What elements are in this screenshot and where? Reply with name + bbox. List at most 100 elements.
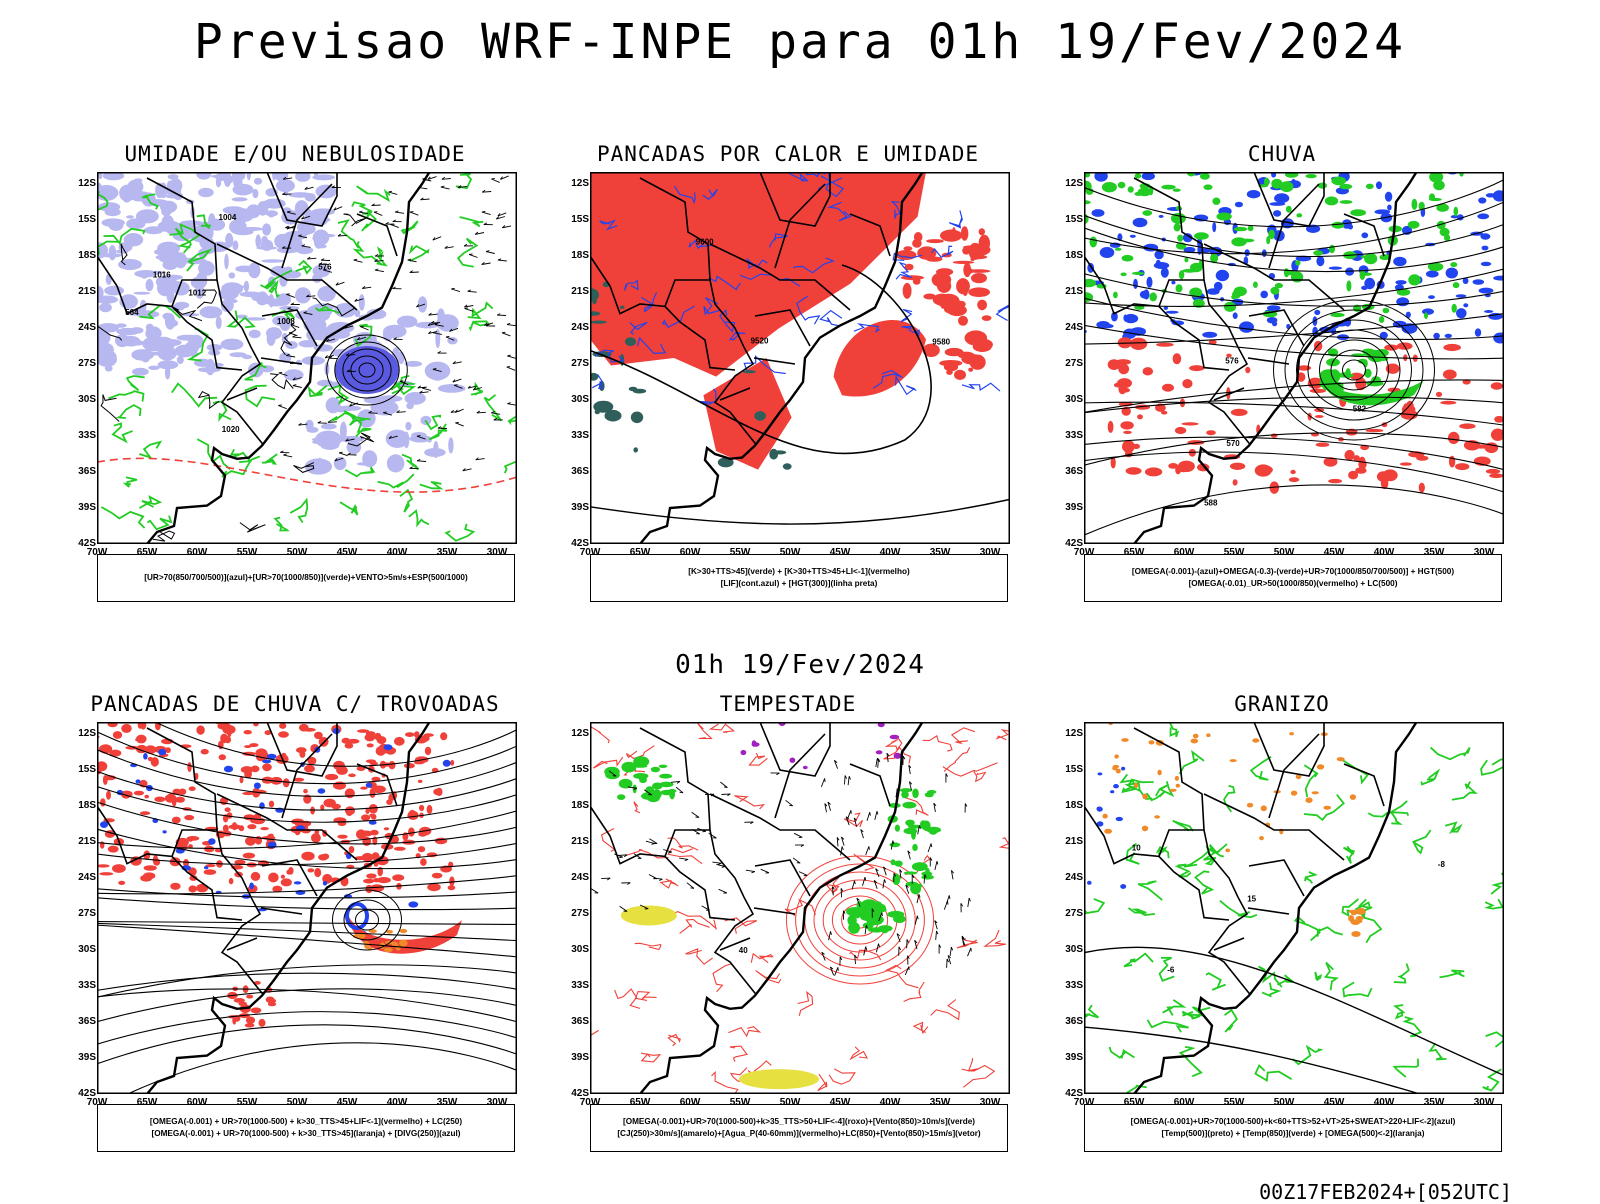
panel-title: TEMPESTADE (563, 692, 1013, 716)
lon-tick-label: 50W (280, 547, 314, 558)
lon-tick-label: 50W (773, 1097, 807, 1108)
lon-tick-label: 50W (1267, 547, 1301, 558)
lon-tick-label: 35W (1417, 1097, 1451, 1108)
lat-tick-label: 30S (561, 944, 589, 955)
legend-line: [Temp(500)](preto) + [Temp(850)](verde) … (1162, 1128, 1425, 1140)
lat-tick-label: 24S (1055, 872, 1083, 883)
contour-label: 15 (1247, 895, 1256, 904)
contour-label: 1016 (153, 270, 171, 279)
lon-tick-label: 55W (723, 1097, 757, 1108)
lat-tick-label: 24S (561, 322, 589, 333)
state-border (1254, 722, 1324, 776)
lat-tick-label: 27S (561, 358, 589, 369)
lon-tick-label: 65W (130, 1097, 164, 1108)
panel-title: UMIDADE E/OU NEBULOSIDADE (70, 142, 520, 166)
contour-label: 9600 (696, 238, 714, 247)
legend-box: [UR>70(850/700/500)](azul)+[UR>70(1000/8… (97, 554, 515, 602)
state-border (217, 830, 263, 994)
lon-tick-label: 70W (80, 1097, 114, 1108)
panel-tempestade: TEMPESTADE 40 [OMEGA(-0.001)+UR>70(1000-… (493, 692, 993, 1172)
lat-tick-label: 39S (561, 502, 589, 513)
lat-tick-label: 27S (68, 358, 96, 369)
state-border (1249, 860, 1304, 896)
state-border (850, 764, 890, 806)
state-border (1248, 358, 1289, 364)
lon-tick-label: 65W (1117, 547, 1151, 558)
lat-tick-label: 18S (1055, 250, 1083, 261)
lon-tick-label: 45W (1317, 547, 1351, 558)
lat-tick-label: 36S (1055, 1016, 1083, 1027)
contour-label: 1012 (188, 289, 206, 298)
contour-label: 10 (1132, 844, 1141, 853)
lat-tick-label: 18S (1055, 800, 1083, 811)
contour-label: 564 (125, 308, 139, 317)
lat-tick-label: 30S (1055, 394, 1083, 405)
lat-tick-label: 30S (561, 394, 589, 405)
lon-tick-label: 35W (923, 547, 957, 558)
lon-tick-label: 70W (573, 1097, 607, 1108)
contour-label: 576 (1225, 357, 1239, 366)
legend-box: [OMEGA(-0.001) + UR>70(1000-500) + k>30_… (97, 1104, 515, 1152)
lat-tick-label: 39S (1055, 502, 1083, 513)
lon-tick-label: 60W (673, 547, 707, 558)
lon-tick-label: 45W (823, 547, 857, 558)
lat-tick-label: 33S (68, 430, 96, 441)
legend-line: [UR>70(850/700/500)](azul)+[UR>70(1000/8… (144, 572, 467, 584)
lon-tick-label: 55W (230, 1097, 264, 1108)
legend-box: [K>30+TTS>45](verde) + [K>30+TTS>45+LI<-… (590, 554, 1008, 602)
lat-tick-label: 18S (68, 800, 96, 811)
lon-tick-label: 70W (573, 547, 607, 558)
lat-tick-label: 36S (1055, 466, 1083, 477)
contour-label: 582 (1353, 405, 1367, 414)
lat-tick-label: 27S (68, 908, 96, 919)
lat-tick-label: 27S (561, 908, 589, 919)
legend-line: [OMEGA(-0.001) + UR>70(1000-500) + k>30_… (150, 1116, 462, 1128)
lon-tick-label: 55W (1217, 1097, 1251, 1108)
map-frame (1085, 723, 1504, 1094)
state-border (775, 734, 825, 818)
lat-tick-label: 12S (561, 178, 589, 189)
lat-tick-label: 15S (68, 214, 96, 225)
state-border (1269, 734, 1319, 818)
lon-tick-label: 50W (773, 547, 807, 558)
run-time-footer: 00Z17FEB2024+[052UTC] (1259, 1180, 1512, 1204)
lat-tick-label: 33S (561, 980, 589, 991)
lat-tick-label: 36S (561, 1016, 589, 1027)
legend-line: [OMEGA(-0.001) + UR>70(1000-500) + k>30_… (152, 1128, 461, 1140)
lon-tick-label: 50W (1267, 1097, 1301, 1108)
lon-tick-label: 35W (1417, 547, 1451, 558)
legend-line: [K>30+TTS>45](verde) + [K>30+TTS>45+LI<-… (688, 566, 909, 578)
legend-line: [LIF](cont.azul) + [HGT(300)](linha pret… (721, 578, 878, 590)
lat-tick-label: 12S (561, 728, 589, 739)
lon-tick-label: 70W (1067, 547, 1101, 558)
state-border (710, 830, 756, 994)
lon-tick-label: 60W (1167, 547, 1201, 558)
lon-tick-label: 60W (1167, 1097, 1201, 1108)
panel-title: GRANIZO (1057, 692, 1507, 716)
contour-label: 588 (1204, 498, 1218, 507)
legend-line: [OMEGA(-0.001)-(azul)+OMEGA(-0.3)-(verde… (1132, 566, 1454, 578)
lon-tick-label: 45W (823, 1097, 857, 1108)
lon-tick-label: 40W (380, 1097, 414, 1108)
lon-tick-label: 55W (230, 547, 264, 558)
contour-label: 576 (318, 263, 332, 272)
lat-tick-label: 24S (68, 322, 96, 333)
lat-tick-label: 12S (68, 728, 96, 739)
legend-box: [OMEGA(-0.001)+UR>70(1000-500)+k<60+TTS>… (1084, 1104, 1502, 1152)
lon-tick-label: 45W (1317, 1097, 1351, 1108)
map-area (97, 722, 517, 1094)
lat-tick-label: 30S (1055, 944, 1083, 955)
lon-tick-label: 40W (1367, 547, 1401, 558)
contour-label: 9580 (932, 337, 950, 346)
panel-title: PANCADAS DE CHUVA C/ TROVOADAS (70, 692, 520, 716)
lon-tick-label: 60W (673, 1097, 707, 1108)
lon-tick-label: 55W (723, 547, 757, 558)
lon-tick-label: 70W (1067, 1097, 1101, 1108)
